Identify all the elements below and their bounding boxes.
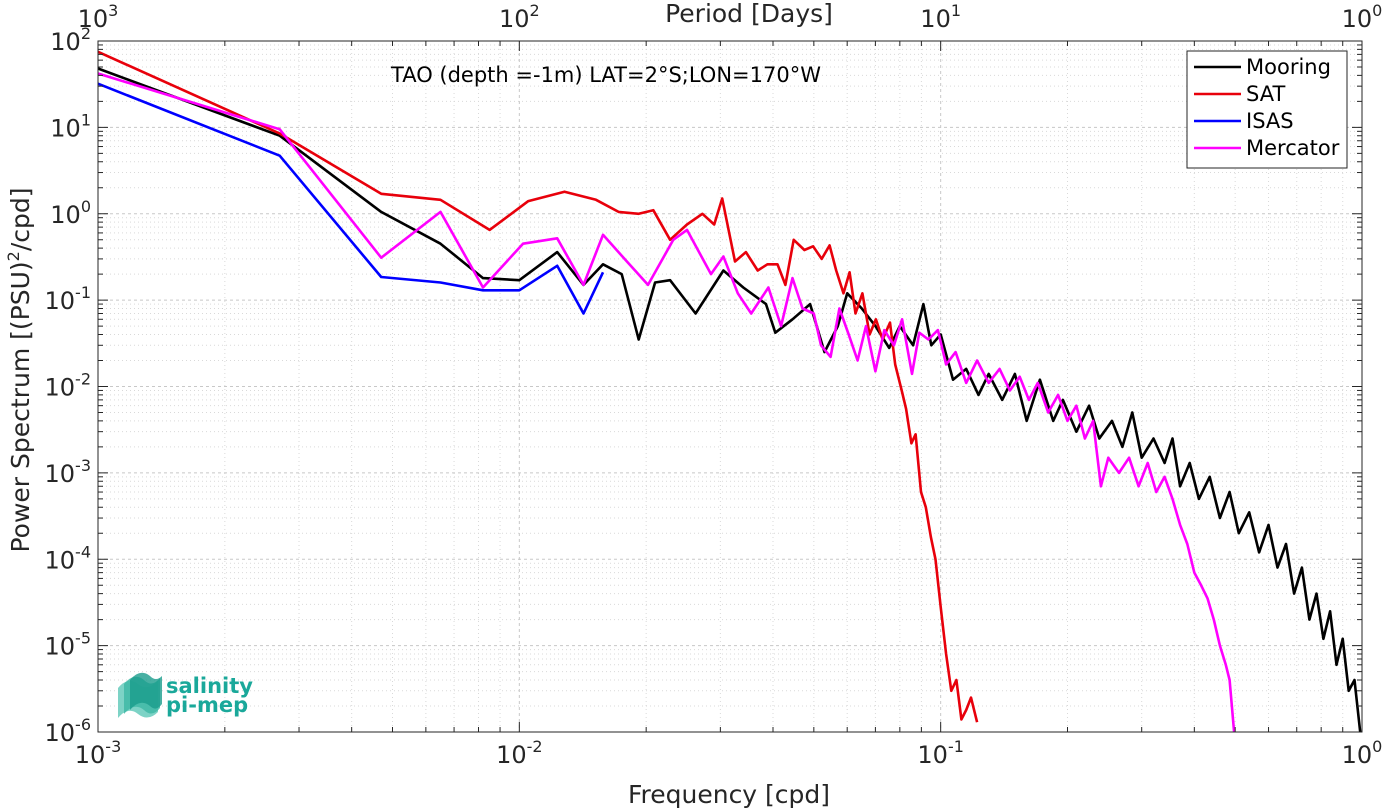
top-tick-label: 102 [499,1,540,33]
y-axis-label-sup: 2 [4,251,23,261]
y-tick-label: 10-1 [45,283,92,315]
logo-wave-icon [118,672,162,718]
legend-label-isas: ISAS [1246,109,1294,133]
y-axis-label-tail: /cpd] [6,188,35,252]
top-axis-label: Period [Days] [665,0,833,28]
series-line-isas [97,82,605,315]
legend-label-mooring: Mooring [1246,55,1331,79]
legend: Mooring SAT ISAS Mercator [1186,50,1348,169]
series-line-mooring [97,67,1362,733]
salinity-pi-mep-logo: salinity pi-mep [118,672,253,718]
y-axis-label: Power Spectrum [(PSU)2/cpd] [4,188,35,553]
y-tick-label: 100 [50,197,91,229]
data-series [97,50,1362,733]
svg-text:Power Spectrum [(PSU)2/cpd]: Power Spectrum [(PSU)2/cpd] [4,188,35,553]
series-line-mercator [97,72,1236,733]
plot-frame [97,40,1363,733]
x-tick-label: 10-2 [496,737,543,769]
y-tick-label: 102 [50,24,91,56]
x-axis-label: Frequency [cpd] [628,780,830,809]
y-tick-label: 10-2 [45,370,92,402]
top-tick-label: 103 [78,1,119,33]
y-tick-label: 10-5 [45,629,92,661]
x-tick-label: 10-3 [75,737,122,769]
y-tick-label: 10-4 [45,542,92,574]
top-tick-label: 101 [920,1,961,33]
y-tick-label: 10-3 [45,456,92,488]
logo-line2: pi-mep [166,693,248,717]
legend-label-sat: SAT [1246,82,1285,106]
x-tick-label: 10-1 [917,737,964,769]
y-tick-label: 101 [50,110,91,142]
x-tick-label: 100 [1342,737,1383,769]
top-tick-label: 100 [1342,1,1383,33]
y-axis-label-main: Power Spectrum [(PSU) [6,261,35,552]
y-tick-label: 10-6 [45,715,92,747]
legend-label-mercator: Mercator [1246,136,1340,160]
series-line-sat [97,50,979,723]
chart-title: TAO (depth =-1m) LAT=2°S;LON=170°W [390,63,821,87]
logo-line1: salinity [166,674,253,698]
